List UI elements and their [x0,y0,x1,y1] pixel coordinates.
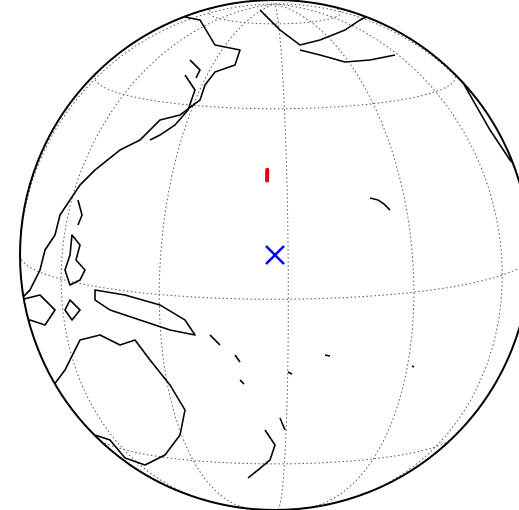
meridian [60,3,276,502]
new-zealand [247,417,286,479]
parallel [20,255,519,300]
meridian [20,3,276,327]
pacific-islands [239,354,415,385]
markers [265,167,285,265]
cross-marker [265,245,285,265]
meridian [274,3,415,509]
hawaii [369,197,391,211]
globe-outline [19,0,519,510]
graticule [20,3,519,510]
philippines [64,234,86,286]
globe [20,0,519,510]
japan [149,59,201,141]
aleutians [299,49,396,63]
parallel [97,438,453,465]
borneo-indonesia [20,289,241,363]
meridian [158,3,276,510]
coastlines [20,0,519,479]
meridian [274,3,289,510]
parallel [94,72,456,110]
taiwan [77,199,83,226]
asia-coast [20,0,241,301]
parallel [208,4,342,25]
north-america [399,0,519,171]
